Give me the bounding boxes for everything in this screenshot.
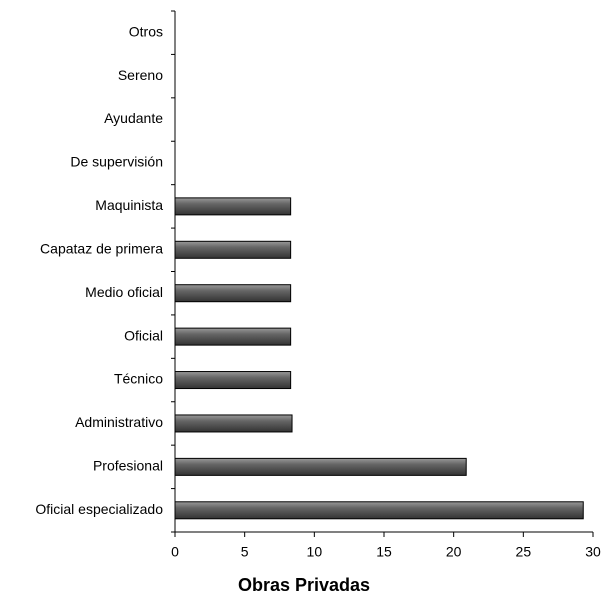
y-tick-label: Ayudante — [104, 110, 163, 126]
x-tick-label: 25 — [516, 544, 532, 560]
bar — [174, 240, 292, 259]
bar — [174, 371, 292, 390]
bar — [174, 457, 467, 476]
y-tick-label: Oficial especializado — [35, 501, 163, 517]
bar — [174, 284, 292, 303]
y-tick-label: Administrativo — [75, 414, 163, 430]
y-tick-label: Profesional — [93, 458, 163, 474]
y-tick-label: Medio oficial — [85, 284, 163, 300]
bar — [174, 327, 292, 346]
y-tick-label: Capataz de primera — [40, 240, 163, 256]
y-tick-label: Sereno — [118, 67, 163, 83]
y-tick-label: De supervisión — [70, 154, 163, 170]
x-tick-label: 30 — [585, 544, 601, 560]
x-tick-label: 10 — [307, 544, 323, 560]
x-tick-label: 20 — [446, 544, 462, 560]
x-axis-title: Obras Privadas — [238, 575, 370, 595]
bar — [174, 501, 584, 520]
y-tick-label: Otros — [129, 23, 163, 39]
x-tick-label: 5 — [241, 544, 249, 560]
bar — [174, 197, 292, 216]
y-tick-label: Maquinista — [95, 197, 163, 213]
x-tick-label: 0 — [171, 544, 179, 560]
bar — [174, 414, 293, 433]
y-tick-label: Oficial — [124, 327, 163, 343]
x-tick-label: 15 — [376, 544, 392, 560]
y-tick-label: Técnico — [114, 371, 163, 387]
